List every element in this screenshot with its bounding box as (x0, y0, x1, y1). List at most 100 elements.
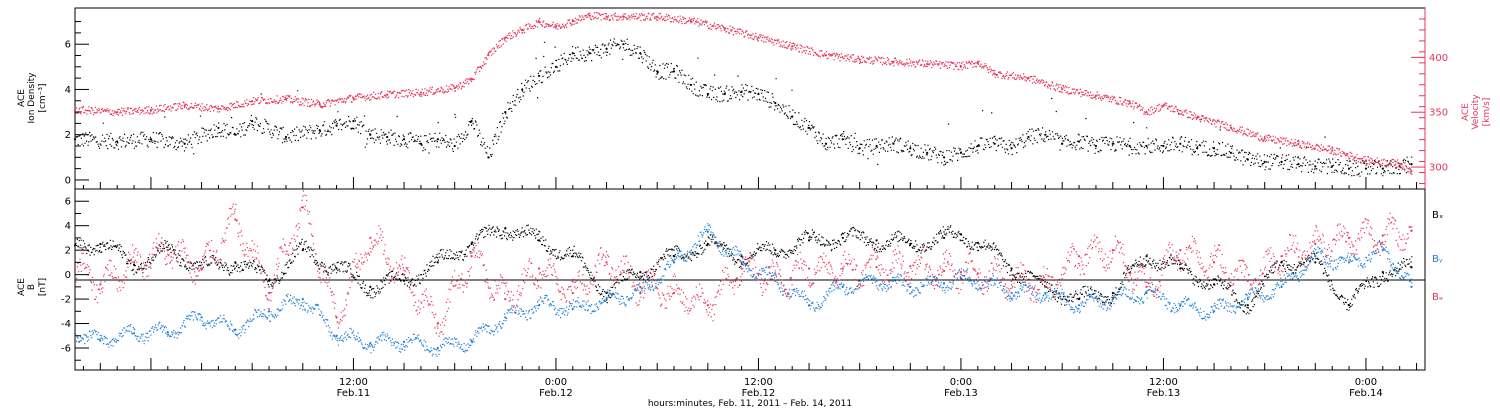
velocity-point (504, 36, 507, 39)
bz-point (1280, 255, 1283, 258)
by-point (436, 346, 439, 350)
bx-point (73, 244, 77, 247)
velocity-point (892, 60, 895, 63)
bz-point (335, 316, 338, 319)
bx-point (369, 285, 372, 288)
density-point (1145, 144, 1148, 148)
by-point (1347, 261, 1351, 264)
bx-point (976, 241, 979, 244)
velocity-point (1027, 77, 1030, 80)
x-tick-time-label: 0:00 (1355, 377, 1377, 388)
x-tick-date-label: Feb.11 (337, 388, 371, 399)
density-point (1196, 147, 1199, 150)
by-point (1145, 291, 1148, 295)
velocity-tick-label: 300 (1429, 163, 1448, 174)
density-point (149, 138, 153, 141)
by-point (1212, 310, 1216, 313)
density-point (402, 138, 406, 141)
field-label-line3: [nT] (38, 278, 48, 296)
x-tick-date-label: Feb.12 (539, 388, 573, 399)
density-point (369, 133, 372, 136)
by-point (369, 341, 372, 345)
density-point (1094, 144, 1098, 148)
density-point (116, 140, 119, 143)
bx-point (1410, 266, 1413, 269)
x-tick-date-label: Feb.13 (944, 388, 978, 399)
velocity-point (251, 100, 254, 103)
velocity-point (318, 103, 321, 106)
field-tick-label: 2 (65, 246, 71, 257)
x-tick-time-label: 12:00 (744, 377, 773, 388)
bx-point (99, 242, 102, 246)
bx-point (774, 249, 777, 252)
bx-point (959, 233, 963, 236)
density-point (1280, 160, 1283, 163)
bx-point (470, 242, 473, 246)
by-point (470, 339, 473, 342)
density-point (352, 120, 355, 123)
density-point (841, 138, 844, 141)
bx-point (1347, 304, 1351, 307)
density-point (1010, 147, 1013, 150)
bz-point (672, 291, 676, 295)
velocity-point (622, 15, 625, 18)
bx-point (335, 267, 338, 270)
velocity-point (386, 93, 389, 96)
by-point (1314, 255, 1317, 258)
x-tick-time-label: 0:00 (545, 377, 567, 388)
bz-point (875, 266, 878, 269)
bx-point (402, 279, 406, 282)
density-dot-cloud (75, 38, 1413, 177)
bz-point (909, 264, 912, 268)
bz-point (740, 267, 743, 270)
by-point (942, 282, 946, 285)
x-tick-date-label: Feb.14 (1349, 388, 1383, 399)
density-label-line2: Ion Density (27, 72, 37, 124)
by-point (402, 340, 406, 343)
velocity-point (1331, 149, 1334, 152)
velocity-point (791, 45, 794, 48)
by-point (1410, 285, 1413, 288)
density-point (571, 52, 574, 55)
bz-point (436, 322, 439, 325)
bz-point (571, 291, 574, 295)
bz-point (841, 267, 844, 270)
field-tick-label: 4 (65, 221, 71, 232)
density-point (554, 65, 558, 68)
density-point (453, 144, 456, 148)
density-point (1246, 158, 1249, 161)
bz-point (1010, 279, 1013, 282)
density-point (504, 110, 507, 114)
bz-point (537, 267, 541, 270)
density-point (1297, 163, 1300, 166)
bz-point (504, 297, 507, 301)
velocity-point (537, 21, 541, 24)
bz-point (1111, 249, 1114, 252)
velocity-point (487, 54, 490, 57)
by-dot-trace (75, 223, 1413, 357)
velocity-point (858, 58, 861, 61)
bx-point (1381, 271, 1384, 274)
legend-bz: Bₔ (1432, 292, 1443, 303)
density-point (858, 147, 861, 150)
bz-point (234, 218, 237, 221)
density-tick-label: 6 (65, 40, 71, 51)
bz-point (1212, 261, 1216, 264)
density-point (1179, 142, 1182, 145)
density-point (942, 156, 946, 159)
field-tick-label: 0 (65, 270, 71, 281)
density-point (1381, 167, 1384, 170)
bx-point (1010, 267, 1013, 270)
bx-point (909, 242, 912, 246)
bz-point (1410, 229, 1413, 232)
bz-point (99, 283, 102, 286)
velocity-point (521, 28, 524, 32)
density-point (521, 88, 524, 91)
by-point (605, 297, 608, 301)
bx-point (234, 261, 237, 264)
by-point (1044, 291, 1047, 295)
field-label-line1: ACE (17, 278, 27, 296)
bx-point (740, 255, 743, 258)
bx-point (1145, 255, 1148, 258)
field-tick-label: -6 (61, 343, 71, 354)
